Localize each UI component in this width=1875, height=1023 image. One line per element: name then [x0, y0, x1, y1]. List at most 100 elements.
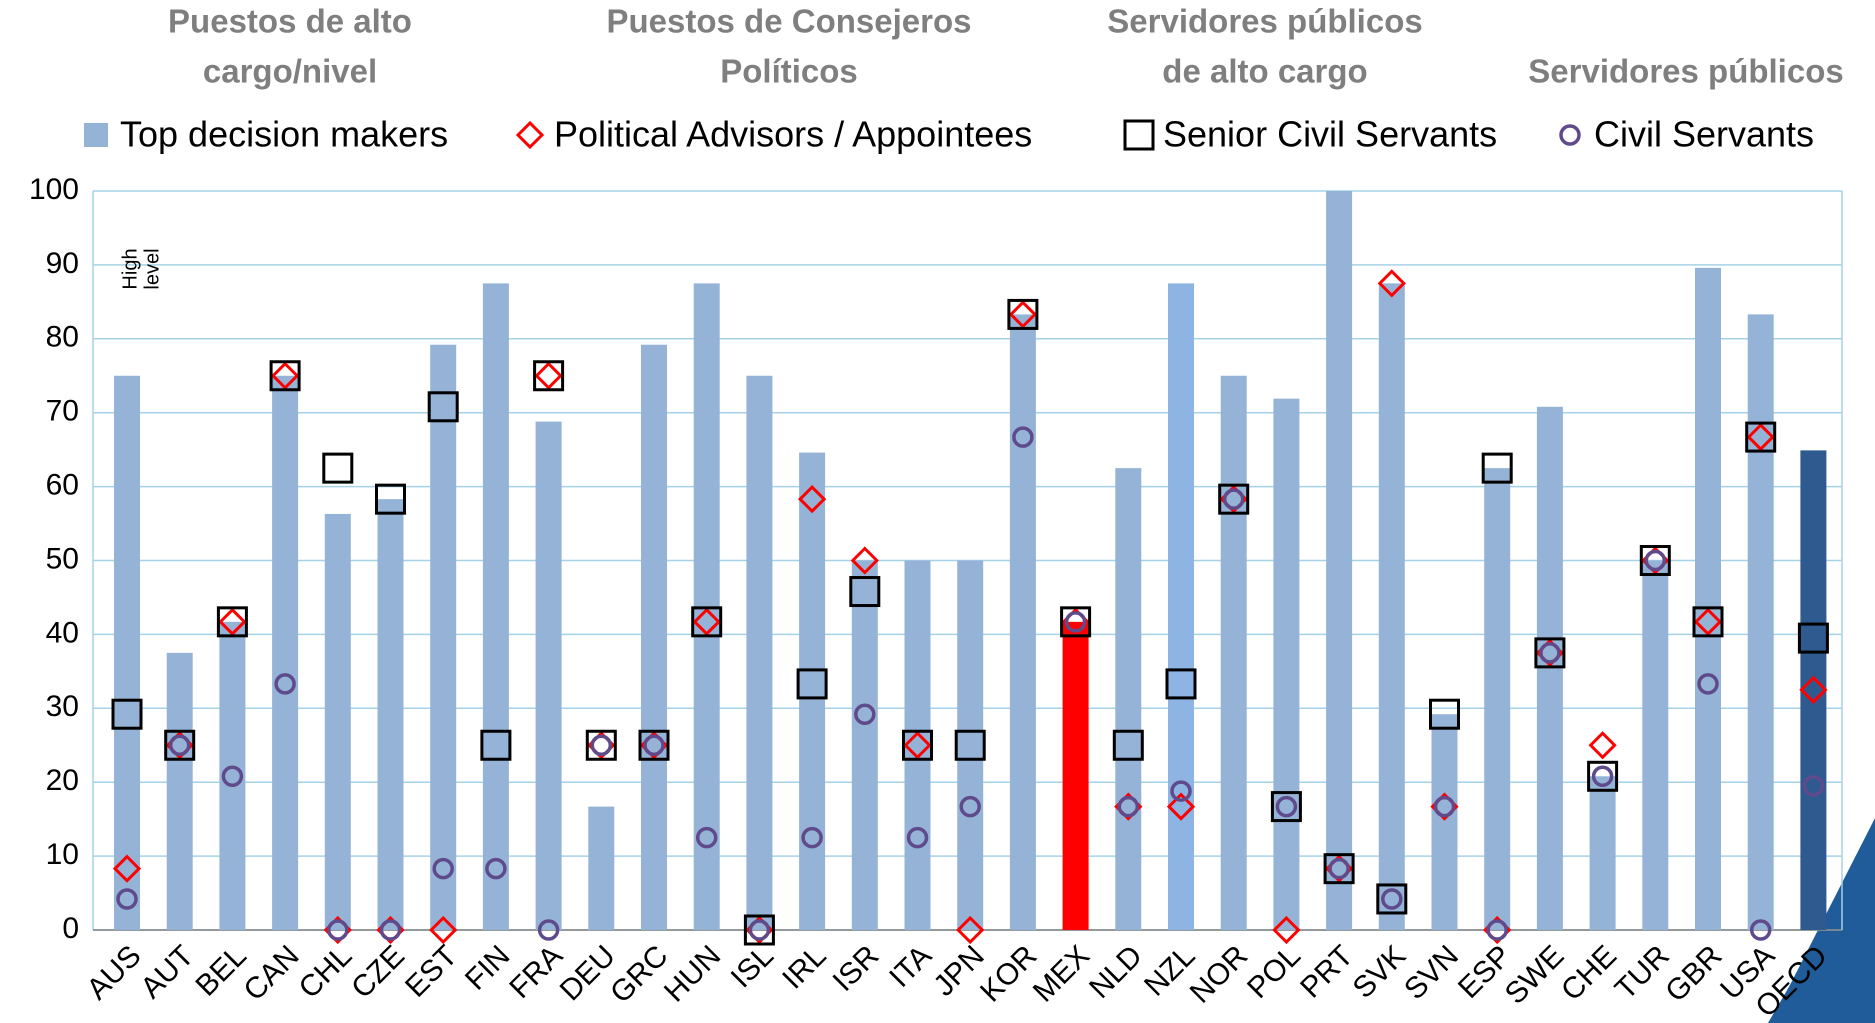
- bar: [1431, 714, 1458, 930]
- bar: [1378, 283, 1405, 930]
- x-tick-label: FIN: [459, 939, 517, 997]
- square-marker: [1060, 606, 1092, 638]
- x-tick-label: CHL: [293, 939, 359, 1005]
- diamond-marker: [1693, 607, 1723, 636]
- y-tick-label: 70: [46, 395, 79, 428]
- x-tick-label: NOR: [1184, 939, 1254, 1009]
- circle-marker: [695, 826, 718, 849]
- diamond-marker: [429, 915, 458, 945]
- y-tick-label: 60: [46, 469, 79, 502]
- square-marker: [1323, 853, 1355, 885]
- circle-marker: [1697, 673, 1719, 695]
- square-marker: [1112, 729, 1144, 761]
- diamond-marker: [1746, 422, 1775, 452]
- square-marker: [111, 698, 143, 730]
- circle-marker: [801, 826, 823, 849]
- circle-marker: [643, 734, 665, 756]
- x-tick-label: EST: [399, 939, 464, 1004]
- bar: [588, 806, 615, 930]
- header: Servidores públicos: [1107, 3, 1422, 40]
- x-tick-label: BEL: [190, 939, 253, 1002]
- circle-marker: [959, 795, 981, 818]
- header: Puestos de Consejeros: [607, 3, 972, 40]
- square-marker: [638, 729, 670, 761]
- circle-marker: [748, 919, 771, 941]
- square-marker: [1692, 606, 1724, 638]
- square-marker: [164, 729, 196, 761]
- diamond-marker: [692, 607, 721, 636]
- square-marker: [1534, 637, 1566, 669]
- header: Políticos: [720, 53, 858, 90]
- diamond-marker: [515, 120, 545, 150]
- bar: [272, 375, 299, 930]
- bar: [1168, 283, 1194, 930]
- circle-marker: [1433, 795, 1456, 818]
- x-tick-label: POL: [1241, 939, 1307, 1005]
- square-marker: [533, 360, 565, 392]
- diamond-marker: [1377, 269, 1406, 298]
- y-tick-label: 50: [46, 542, 79, 575]
- x-tick-label: CAN: [238, 939, 306, 1007]
- bar: [904, 560, 931, 930]
- x-tick-label: SVK: [1347, 939, 1413, 1005]
- legend-label: Political Advisors / Appointees: [554, 114, 1032, 155]
- annotation-text: High: [119, 248, 141, 289]
- circle-marker: [1275, 795, 1298, 818]
- x-tick-label: TUR: [1609, 939, 1676, 1006]
- square-marker: [375, 483, 406, 515]
- bar: [1220, 375, 1247, 930]
- circle-marker: [485, 857, 507, 880]
- y-tick-label: 40: [46, 616, 79, 649]
- x-tick-label: MEX: [1027, 939, 1096, 1008]
- x-tick-label: IRL: [776, 939, 832, 995]
- circle-marker: [432, 857, 454, 880]
- square-marker: [1270, 791, 1302, 823]
- legend-label: Civil Servants: [1594, 114, 1814, 155]
- x-tick-label: PRT: [1294, 939, 1359, 1004]
- square-marker: [1481, 452, 1513, 484]
- bar: [1484, 468, 1511, 930]
- diamond-marker: [1272, 915, 1301, 945]
- circle-marker: [1644, 549, 1667, 572]
- annotation-text: level: [141, 248, 163, 289]
- x-tick-label: ISR: [827, 939, 886, 998]
- square-marker: [269, 360, 301, 392]
- square-marker: [954, 729, 986, 761]
- circle-marker: [1222, 488, 1245, 510]
- bar: [641, 344, 667, 930]
- bar: [1062, 621, 1089, 930]
- diamond-marker: [534, 361, 563, 390]
- circle-marker: [1117, 795, 1140, 818]
- x-tick-label: GBR: [1659, 939, 1728, 1008]
- legend-swatch: [84, 123, 108, 147]
- legend-label: Top decision makers: [120, 114, 448, 155]
- circle-marker: [1328, 857, 1350, 880]
- legend-item: Political Advisors / Appointees: [515, 114, 1032, 155]
- square-marker: [1745, 421, 1777, 453]
- header: cargo/nivel: [203, 53, 377, 90]
- square-marker: [1587, 760, 1619, 792]
- x-tick-label: SWE: [1499, 939, 1571, 1011]
- circle-marker: [906, 826, 929, 849]
- diamond-marker: [1008, 300, 1038, 329]
- circle-marker: [1539, 642, 1561, 664]
- legend-item: Civil Servants: [1559, 114, 1814, 155]
- circle-marker: [1559, 124, 1581, 146]
- diamond-marker: [797, 485, 827, 514]
- circle-marker: [1170, 780, 1192, 802]
- bar: [114, 375, 140, 930]
- y-tick-label: 10: [46, 838, 79, 871]
- bar: [482, 283, 509, 930]
- circle-marker: [168, 734, 191, 756]
- circle-marker: [379, 919, 402, 941]
- square-marker: [1429, 698, 1460, 730]
- circle-marker: [1591, 765, 1614, 788]
- diamond-marker: [270, 361, 300, 390]
- bar: [377, 499, 404, 930]
- bar: [851, 560, 878, 930]
- square-marker: [1797, 622, 1829, 654]
- square-marker: [480, 729, 512, 761]
- square-marker: [1123, 119, 1155, 151]
- circle-marker: [1012, 426, 1034, 448]
